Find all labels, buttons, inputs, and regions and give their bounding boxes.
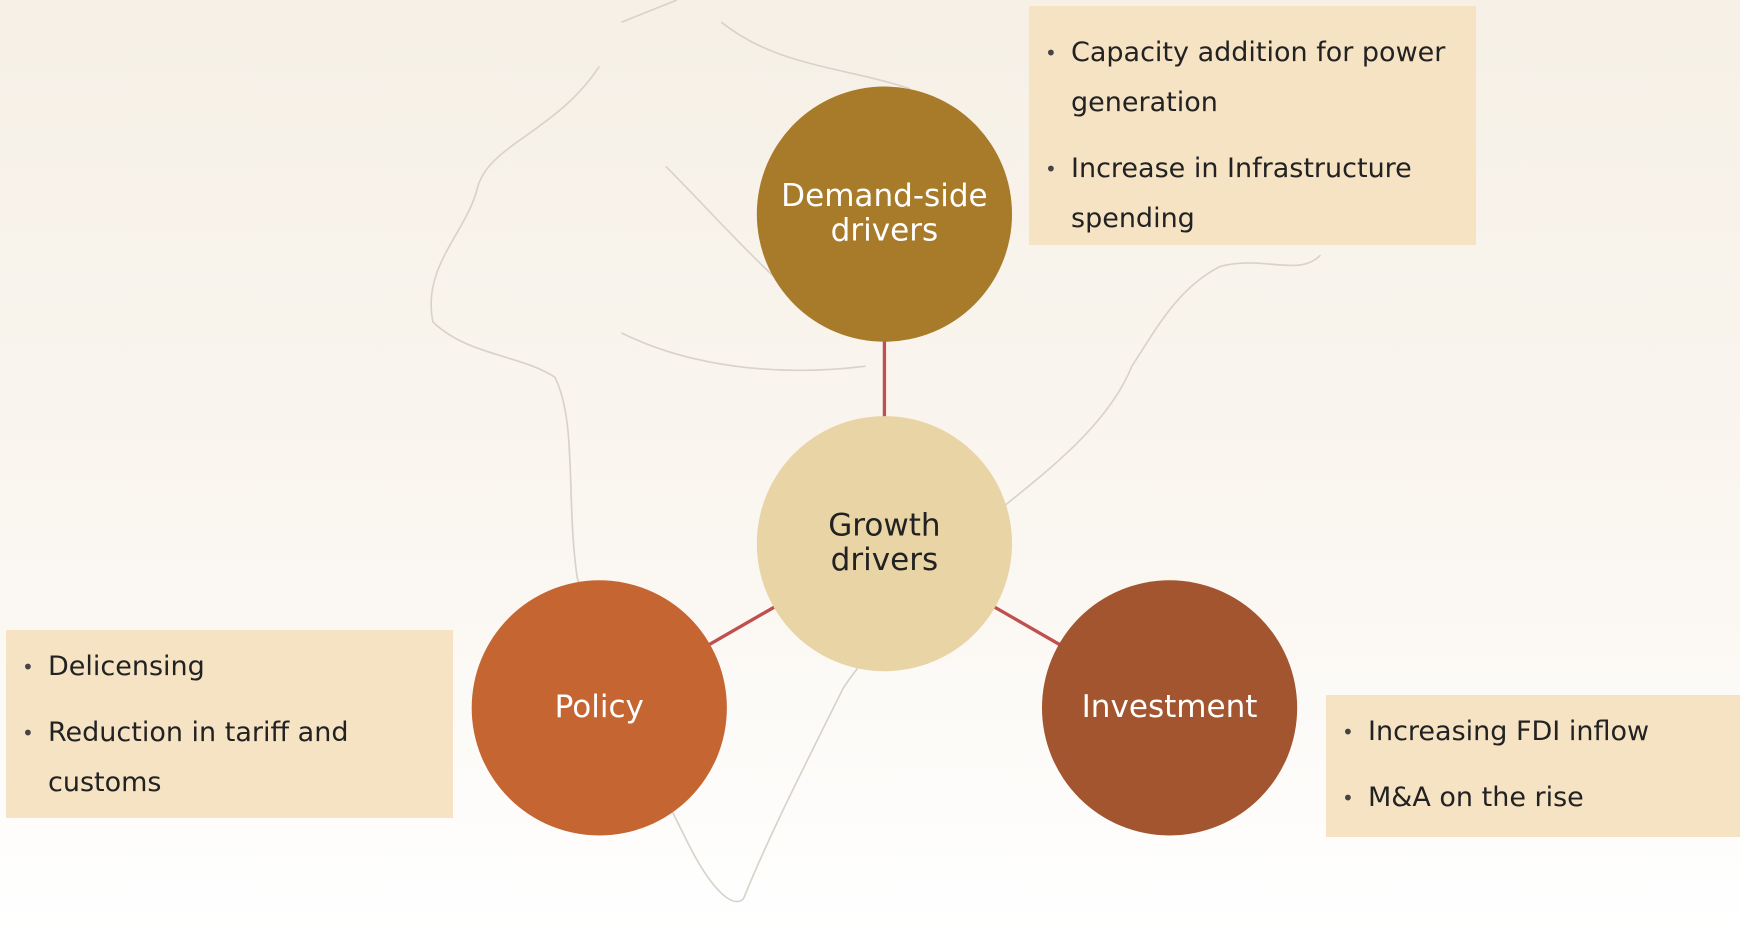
node-label: Growth <box>828 507 940 543</box>
node-circle <box>471 580 727 836</box>
node-circle <box>756 416 1013 672</box>
bullet: Reduction in tariff and customs <box>22 708 433 808</box>
bullet-list: Delicensing Reduction in tariff and custo… <box>6 642 433 808</box>
node-circle <box>1041 580 1298 836</box>
node-label: drivers <box>831 212 939 248</box>
node-label: drivers <box>831 542 939 578</box>
bullet-box: Increasing FDI inflow M&A on the rise <box>1326 695 1740 837</box>
bullet: Delicensing <box>22 642 433 692</box>
bullet: Capacity addition for power generation <box>1045 28 1456 128</box>
bullet: Increase in Infrastructure spending <box>1045 144 1456 244</box>
bullet-list: Capacity addition for power generation In… <box>1029 28 1456 244</box>
node-circle <box>756 86 1013 342</box>
map-outline <box>430 0 1322 903</box>
bullet-box: Capacity addition for power generation In… <box>1029 6 1476 245</box>
bullet: M&A on the rise <box>1342 773 1720 823</box>
node-label: Demand-side <box>781 178 987 214</box>
bullet-list: Increasing FDI inflow M&A on the rise <box>1326 707 1720 823</box>
node-label: Investment <box>1082 689 1258 725</box>
bullet-box: Delicensing Reduction in tariff and custo… <box>6 630 453 818</box>
bullet: Increasing FDI inflow <box>1342 707 1720 757</box>
node-label: Policy <box>555 689 644 725</box>
